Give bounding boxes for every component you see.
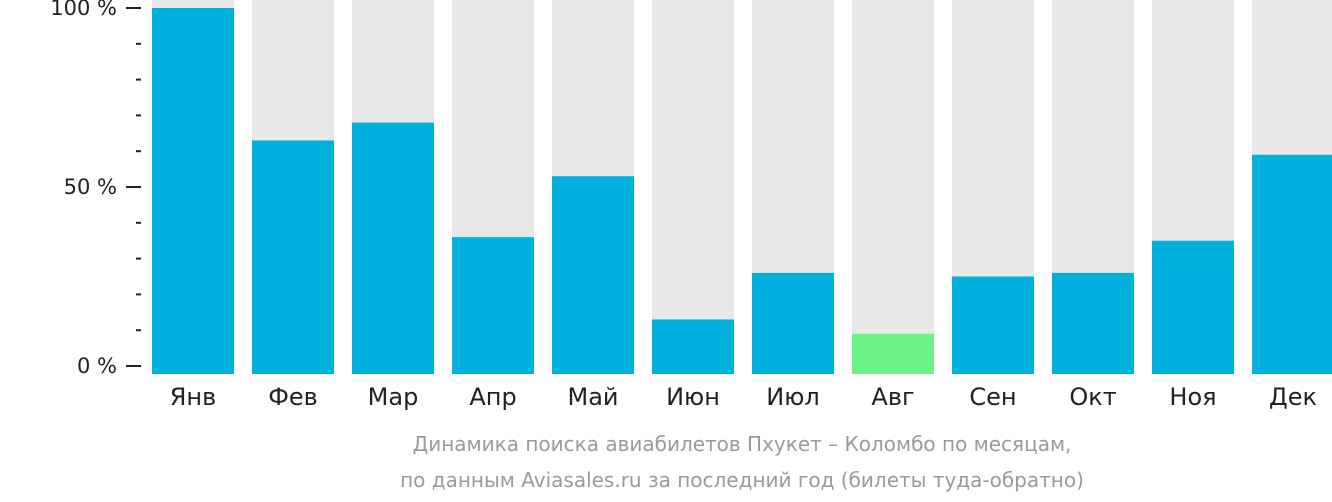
x-tick-label-6: Июн — [666, 383, 720, 411]
chart-caption: Динамика поиска авиабилетов Пхукет – Кол… — [400, 432, 1084, 492]
y-tick-label-3: 0 % — [77, 354, 117, 378]
x-tick-label-12: Дек — [1269, 383, 1317, 411]
x-tick-label-4: Апр — [469, 383, 516, 411]
x-tick-label-9: Сен — [969, 383, 1016, 411]
bar-9 — [952, 276, 1034, 374]
x-tick-label-10: Окт — [1069, 383, 1116, 411]
bar-5 — [552, 176, 634, 374]
x-tick-label-11: Ноя — [1169, 383, 1216, 411]
x-tick-label-7: Июл — [766, 383, 820, 411]
y-tick-label-1: 100 % — [50, 0, 117, 20]
bars — [152, 8, 1332, 374]
x-tick-label-5: Май — [567, 383, 618, 411]
caption-line-2: по данным Aviasales.ru за последний год … — [400, 468, 1084, 492]
bar-11 — [1152, 240, 1234, 374]
bar-7 — [752, 272, 834, 374]
bar-12 — [1252, 154, 1332, 374]
bar-10 — [1052, 272, 1134, 374]
bar-6 — [652, 319, 734, 374]
bar-8 — [852, 333, 934, 374]
bar-background-6 — [652, 0, 734, 374]
x-tick-label-2: Фев — [268, 383, 318, 411]
x-axis-labels: Янв Фев Мар Апр Май Июн Июл Авг Сен Окт Ноя Дек — [170, 383, 1317, 411]
x-tick-label-1: Янв — [170, 383, 217, 411]
y-tick-label-2: 50 % — [64, 175, 117, 199]
x-tick-label-3: Мар — [368, 383, 419, 411]
bar-3 — [352, 122, 434, 374]
x-tick-label-8: Авг — [871, 383, 914, 411]
bar-2 — [252, 140, 334, 374]
caption-line-1: Динамика поиска авиабилетов Пхукет – Кол… — [413, 432, 1072, 456]
bar-1 — [152, 8, 234, 374]
y-axis: 100 % 50 % 0 % — [50, 0, 141, 378]
bar-background-8 — [852, 0, 934, 374]
bar-4 — [452, 237, 534, 374]
